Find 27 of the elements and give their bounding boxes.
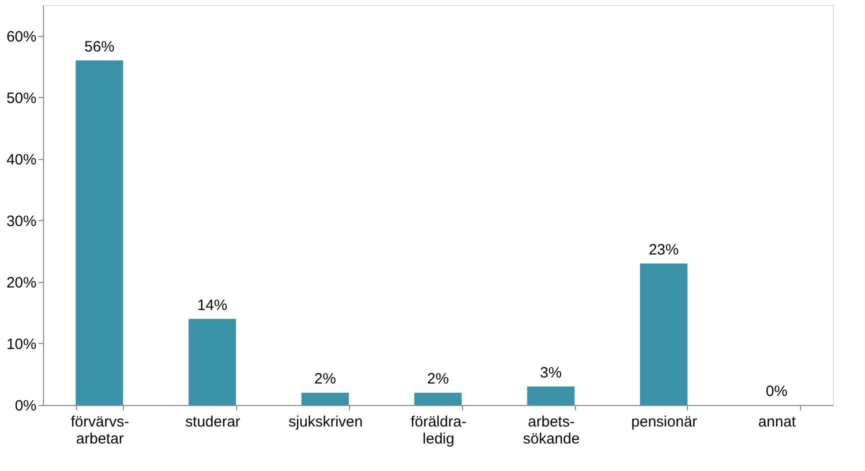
y-tick-label: 0% (14, 398, 36, 414)
y-tick-label: 40% (6, 151, 36, 168)
x-tick-label: förvärvs- arbetar (70, 414, 130, 448)
y-tick-label: 60% (6, 28, 36, 46)
x-tick-label: studerar (185, 414, 240, 430)
x-tick-label: annat (758, 414, 797, 430)
bar (301, 392, 349, 405)
data-label: 3% (540, 364, 562, 382)
y-tick-label: 30% (6, 212, 36, 230)
x-tick-label: pensionär (631, 414, 698, 430)
y-tick-label: 10% (6, 336, 36, 353)
data-label: 2% (314, 370, 336, 388)
data-label: 23% (648, 241, 679, 258)
x-tick-label: föräldra- ledig (410, 414, 466, 448)
bar (527, 386, 575, 405)
x-tick-label: arbets- sökande (523, 414, 580, 448)
data-label: 0% (766, 383, 788, 400)
y-tick-label: 50% (6, 90, 36, 107)
bar (414, 392, 462, 405)
data-label: 14% (197, 296, 228, 314)
bar (188, 318, 236, 405)
bar (640, 263, 688, 405)
data-label: 56% (84, 38, 114, 56)
bar (76, 60, 124, 405)
data-label: 2% (427, 370, 449, 388)
x-tick-label: sjukskriven (288, 414, 363, 430)
y-tick-label: 20% (6, 274, 36, 292)
